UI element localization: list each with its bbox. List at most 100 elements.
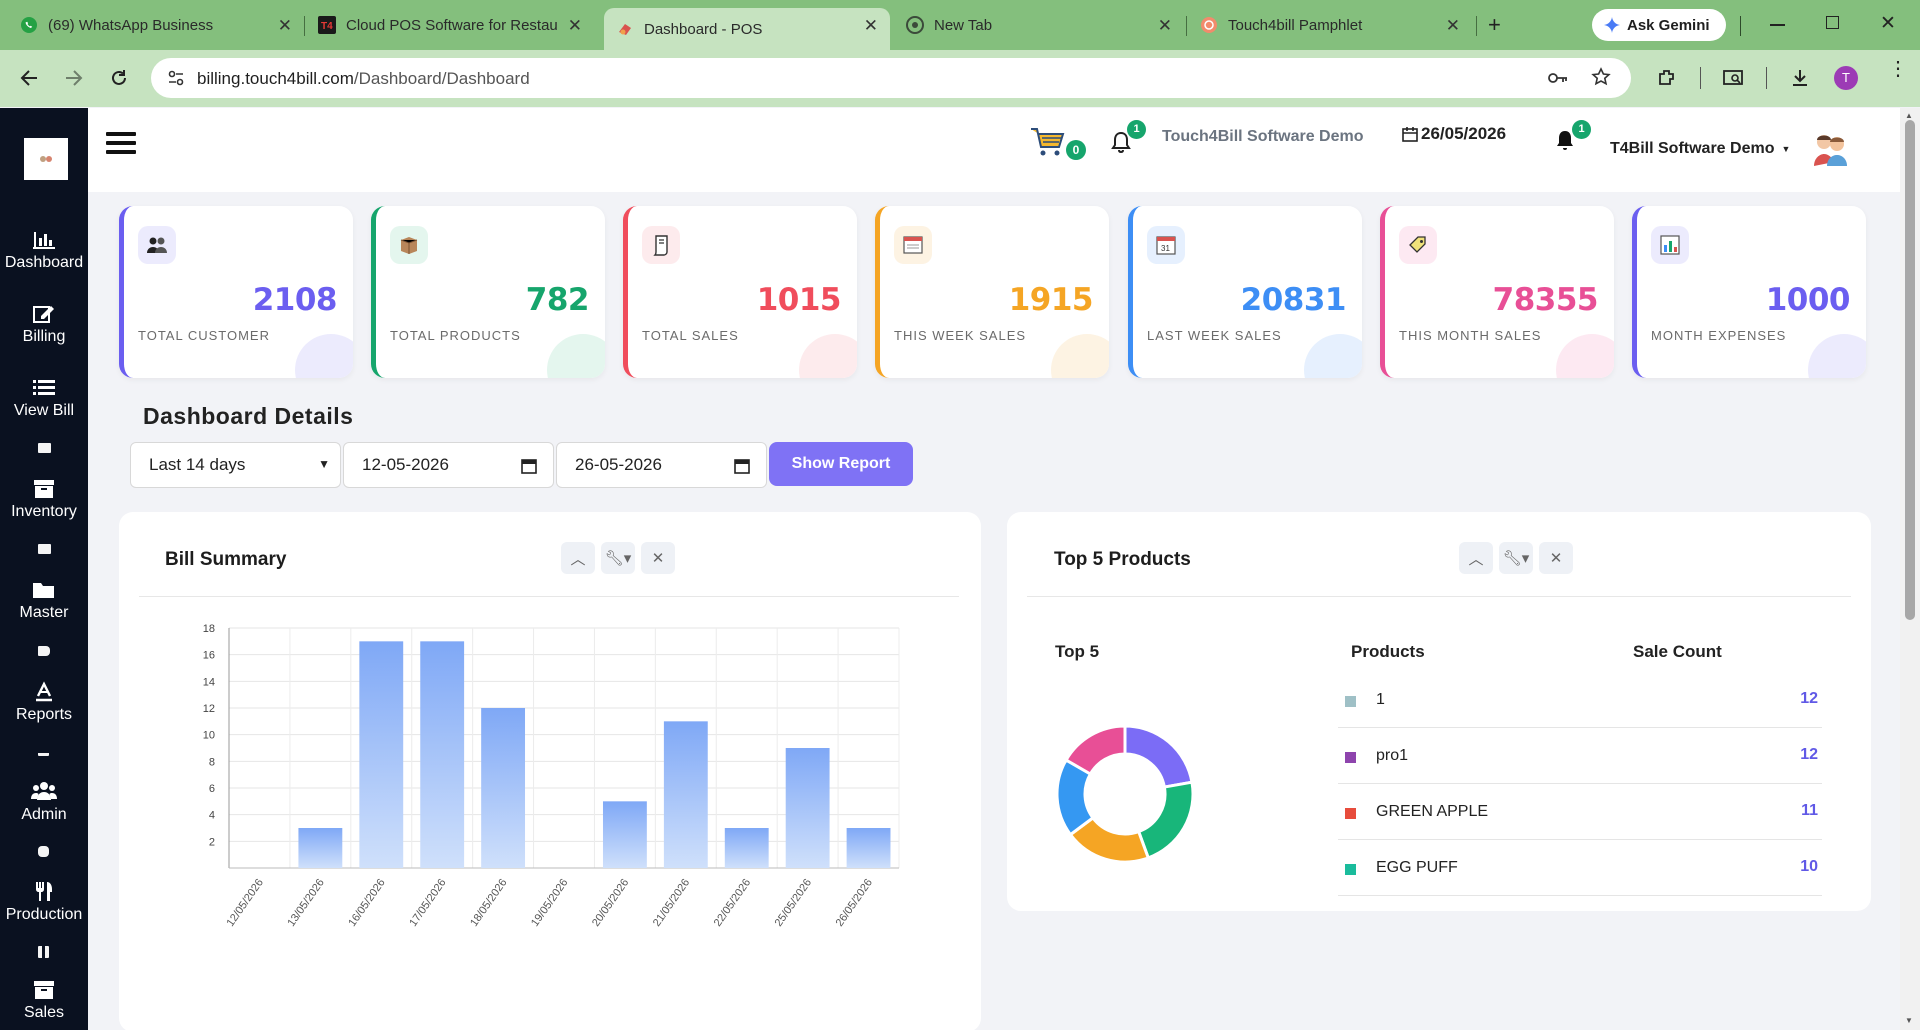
- site-info-icon[interactable]: [166, 68, 186, 88]
- gemini-icon: [1604, 17, 1620, 33]
- sidebar-item-reports[interactable]: Reports: [0, 680, 88, 724]
- back-icon[interactable]: [18, 67, 40, 89]
- from-date-input[interactable]: 12-05-2026: [343, 442, 554, 488]
- close-icon[interactable]: ✕: [567, 16, 582, 35]
- tab-cloud-pos[interactable]: T4 Cloud POS Software for Restau ✕: [318, 8, 582, 42]
- calendar-picker-icon[interactable]: [734, 458, 750, 474]
- x-tick-label: 20/05/2026: [590, 877, 631, 929]
- x-tick-label: 19/05/2026: [529, 877, 570, 929]
- extensions-icon[interactable]: [1656, 67, 1678, 89]
- tab-new-tab[interactable]: New Tab ✕: [906, 8, 1172, 42]
- x-tick-label: 25/05/2026: [773, 877, 814, 929]
- date-range-select[interactable]: Last 14 days ▼: [130, 442, 341, 488]
- stat-card-total-products[interactable]: 782 TOTAL PRODUCTS: [371, 206, 605, 378]
- reload-icon[interactable]: [108, 67, 130, 89]
- tab-pamphlet[interactable]: Touch4bill Pamphlet ✕: [1200, 8, 1460, 42]
- settings-button[interactable]: 🔧︎▾: [601, 542, 635, 574]
- svg-text:31: 31: [1161, 244, 1170, 253]
- alerts-button[interactable]: 1: [1554, 120, 1591, 152]
- stat-card-month-expenses[interactable]: 1000 MONTH EXPENSES: [1632, 206, 1866, 378]
- calendar-icon: [1402, 127, 1418, 142]
- download-icon[interactable]: [1789, 67, 1811, 89]
- y-tick-label: 8: [209, 756, 215, 768]
- close-panel-button[interactable]: ✕: [641, 542, 675, 574]
- whatsapp-icon: [21, 17, 37, 33]
- close-icon[interactable]: ✕: [1157, 16, 1172, 35]
- tab-title: New Tab: [934, 16, 993, 34]
- sidebar-item-billing[interactable]: Billing: [0, 304, 88, 346]
- customers-icon: [138, 226, 176, 264]
- sidebar-item-label: Billing: [22, 328, 66, 345]
- tab-dashboard-pos[interactable]: Dashboard - POS ✕: [604, 8, 890, 50]
- user-menu[interactable]: T4Bill Software Demo ▼: [1610, 140, 1790, 158]
- calendar-picker-icon[interactable]: [521, 458, 537, 474]
- x-tick-label: 12/05/2026: [224, 877, 265, 929]
- forward-icon[interactable]: [63, 67, 85, 89]
- stat-card-total-customer[interactable]: 2108 TOTAL CUSTOMER: [119, 206, 353, 378]
- cast-search-icon[interactable]: [1722, 67, 1744, 89]
- sidebar-item-admin[interactable]: Admin: [0, 780, 88, 824]
- to-date-value: 26-05-2026: [575, 455, 662, 474]
- bookmark-star-icon[interactable]: [1591, 67, 1611, 87]
- submenu-indicator-icon: [38, 544, 51, 554]
- tab-whatsapp[interactable]: (69) WhatsApp Business ✕: [20, 8, 292, 42]
- restore-button[interactable]: [1826, 16, 1839, 29]
- sidebar-item-production[interactable]: Production: [0, 880, 88, 924]
- menu-kebab-icon[interactable]: ⋮: [1888, 58, 1908, 80]
- t4b-icon: T4: [318, 16, 336, 34]
- notifications-button[interactable]: 1: [1110, 120, 1146, 154]
- list-icon: [33, 380, 55, 395]
- tab-title: (69) WhatsApp Business: [48, 16, 214, 34]
- close-icon[interactable]: ✕: [277, 16, 292, 35]
- product-name: pro1: [1376, 747, 1409, 764]
- collapse-button[interactable]: ︿: [1459, 542, 1493, 574]
- utensils-icon: [36, 882, 52, 901]
- stat-card-this-month-sales[interactable]: 78355 THIS MONTH SALES: [1380, 206, 1614, 378]
- page-scrollbar[interactable]: ▲ ▼: [1900, 108, 1920, 1030]
- user-avatar[interactable]: [1810, 130, 1850, 168]
- wrench-icon: 🔧︎▾: [604, 550, 632, 567]
- y-tick-label: 10: [203, 730, 215, 742]
- stat-card-total-sales[interactable]: 1015 TOTAL SALES: [623, 206, 857, 378]
- sidebar-item-inventory[interactable]: Inventory: [0, 479, 88, 521]
- sales-box-icon: [34, 981, 54, 999]
- close-icon[interactable]: ✕: [863, 16, 878, 35]
- pos-icon: [619, 24, 631, 35]
- chart-icon: [1651, 226, 1689, 264]
- omnibox[interactable]: billing.touch4bill.com/Dashboard/Dashboa…: [151, 58, 1631, 98]
- cart-button[interactable]: 0: [1030, 126, 1086, 160]
- sidebar-item-dashboard[interactable]: Dashboard: [0, 230, 88, 272]
- brand-logo[interactable]: [24, 138, 68, 180]
- window-close-button[interactable]: ✕: [1880, 13, 1896, 34]
- address-bar-area: billing.touch4bill.com/Dashboard/Dashboa…: [0, 50, 1920, 107]
- stat-label: TOTAL CUSTOMER: [138, 328, 270, 343]
- key-icon[interactable]: [1547, 70, 1569, 86]
- scrollbar-thumb[interactable]: [1905, 120, 1915, 620]
- new-tab-button[interactable]: +: [1488, 12, 1501, 37]
- collapse-button[interactable]: ︿: [561, 542, 595, 574]
- ask-gemini-button[interactable]: Ask Gemini: [1592, 9, 1726, 41]
- to-date-input[interactable]: 26-05-2026: [556, 442, 767, 488]
- stat-label: TOTAL SALES: [642, 328, 739, 343]
- bar: [420, 641, 465, 868]
- from-date-value: 12-05-2026: [362, 455, 449, 474]
- top-products-title: Top 5 Products: [1054, 549, 1191, 570]
- minimize-button[interactable]: [1770, 24, 1785, 26]
- settings-button[interactable]: 🔧︎▾: [1499, 542, 1533, 574]
- chrome-icon: [906, 16, 924, 34]
- show-report-button[interactable]: Show Report: [769, 442, 913, 486]
- close-icon[interactable]: ✕: [1445, 16, 1460, 35]
- hamburger-menu-icon[interactable]: [106, 130, 136, 156]
- product-sale-count: 12: [1800, 690, 1818, 707]
- stat-card-last-week-sales[interactable]: 31 20831 LAST WEEK SALES: [1128, 206, 1362, 378]
- stat-card-this-week-sales[interactable]: 1915 THIS WEEK SALES: [875, 206, 1109, 378]
- profile-avatar[interactable]: T: [1834, 66, 1858, 90]
- reports-icon: [36, 681, 52, 702]
- sidebar-item-view-bill[interactable]: View Bill: [0, 378, 88, 420]
- sidebar-item-master[interactable]: Master: [0, 580, 88, 622]
- pie-slice: [1136, 780, 1195, 860]
- sidebar-item-sales[interactable]: Sales: [0, 980, 88, 1022]
- close-panel-button[interactable]: ✕: [1539, 542, 1573, 574]
- legend-swatch: [1345, 808, 1356, 819]
- stat-label: TOTAL PRODUCTS: [390, 328, 521, 343]
